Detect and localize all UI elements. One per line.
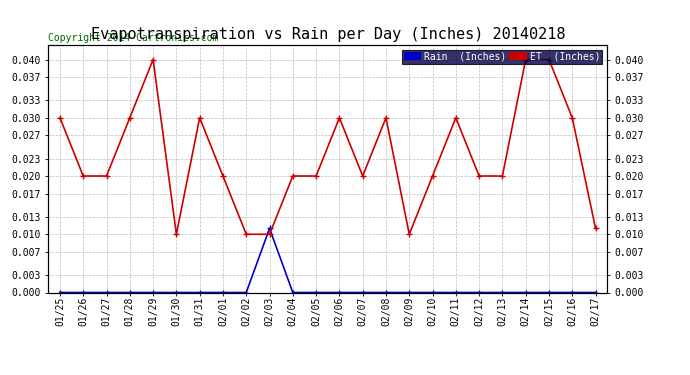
Text: Copyright 2014 Cartronics.com: Copyright 2014 Cartronics.com — [48, 33, 219, 42]
Legend: Rain  (Inches), ET  (Inches): Rain (Inches), ET (Inches) — [402, 50, 602, 64]
Title: Evapotranspiration vs Rain per Day (Inches) 20140218: Evapotranspiration vs Rain per Day (Inch… — [90, 27, 565, 42]
